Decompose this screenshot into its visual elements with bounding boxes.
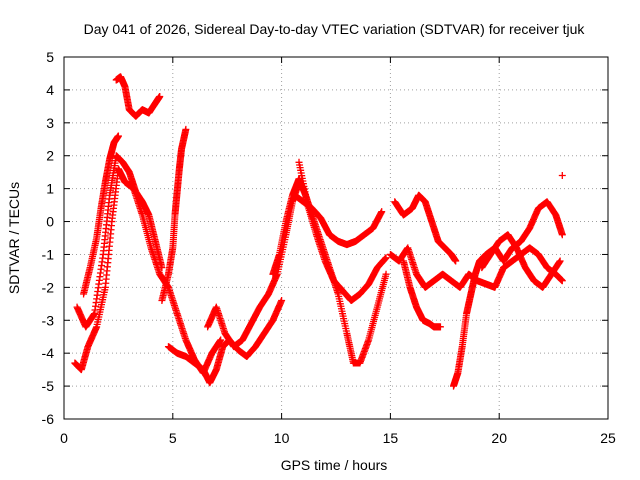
data-point xyxy=(382,254,390,262)
data-point xyxy=(452,257,460,265)
x-tick-label: 5 xyxy=(169,430,177,446)
data-point xyxy=(556,257,564,265)
y-tick-label: 4 xyxy=(46,82,54,98)
y-tick-label: -5 xyxy=(42,378,55,394)
y-tick-label: 1 xyxy=(46,181,54,197)
series-arc-13 xyxy=(399,257,444,331)
plot-frame xyxy=(63,56,609,420)
data-point xyxy=(278,297,286,305)
series-arc-16 xyxy=(558,171,566,179)
series-arc-10 xyxy=(291,191,386,249)
data-point xyxy=(217,336,225,344)
data-point xyxy=(378,208,386,216)
data-point xyxy=(558,277,566,285)
y-tick-label: -4 xyxy=(42,345,55,361)
series-arc-5 xyxy=(158,125,190,305)
x-tick-label: 0 xyxy=(60,430,68,446)
y-tick-label: 5 xyxy=(46,49,54,65)
data-point xyxy=(558,231,566,239)
series-arc-7 xyxy=(204,178,307,351)
data-point xyxy=(382,270,390,278)
data-point xyxy=(158,264,166,272)
series-arc-14 xyxy=(450,198,566,390)
series-arc-2 xyxy=(73,152,166,331)
data-points xyxy=(71,73,566,390)
chart-title: Day 041 of 2026, Sidereal Day-to-day VTE… xyxy=(84,21,586,37)
series-arc-12 xyxy=(391,191,460,265)
x-tick-label: 20 xyxy=(491,430,507,446)
y-tick-label: 0 xyxy=(46,214,54,230)
y-axis-title: SDTVAR / TECUs xyxy=(6,182,22,294)
y-tick-label: -6 xyxy=(42,411,55,427)
y-tick-label: -3 xyxy=(42,312,55,328)
x-tick-label: 15 xyxy=(383,430,399,446)
axis-ticks xyxy=(63,56,609,420)
x-axis-title: GPS time / hours xyxy=(281,457,388,473)
series-arc-4 xyxy=(80,132,122,298)
series-arc-6 xyxy=(164,297,286,387)
x-tick-label: 10 xyxy=(274,430,290,446)
x-tick-label: 25 xyxy=(600,430,616,446)
data-point xyxy=(114,132,122,140)
y-tick-label: 2 xyxy=(46,148,54,164)
y-tick-label: 3 xyxy=(46,115,54,131)
data-point xyxy=(182,125,190,133)
series-arc-15 xyxy=(478,231,564,291)
series-arc-3 xyxy=(112,73,164,120)
data-point xyxy=(558,171,566,179)
data-point xyxy=(436,323,444,331)
y-tick-label: -2 xyxy=(42,279,55,295)
y-tick-label: -1 xyxy=(42,246,55,262)
series-arc-9 xyxy=(295,158,390,305)
tick-labels: 0 5 10 15 20 25 -6 -5 -4 -3 -2 -1 0 1 2 3 4 5 xyxy=(42,49,616,446)
data-point xyxy=(156,92,164,100)
series-arc-1 xyxy=(71,165,225,377)
